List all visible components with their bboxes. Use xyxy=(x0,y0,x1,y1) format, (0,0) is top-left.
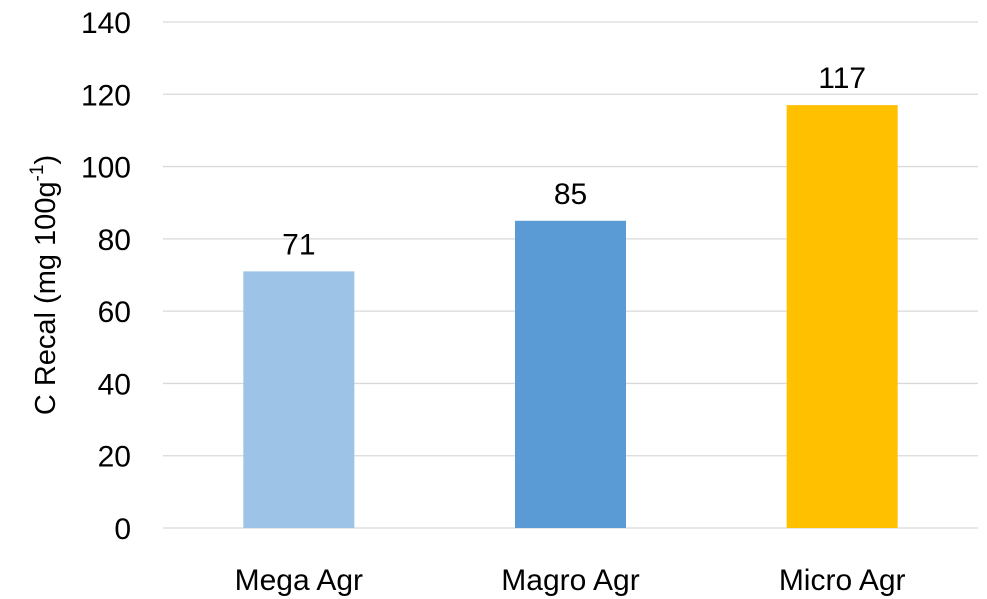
y-tick-label-0: 0 xyxy=(114,513,131,546)
data-label-micro-agr: 117 xyxy=(818,62,866,95)
y-tick-label-120: 120 xyxy=(81,79,131,112)
x-tick-label-micro-agr: Micro Agr xyxy=(779,564,906,597)
y-axis-title-main: C Recal (mg 100g xyxy=(30,181,62,415)
y-axis-title-superscript: -1 xyxy=(27,165,48,182)
bar-mega-agr xyxy=(243,271,355,528)
y-tick-label-60: 60 xyxy=(98,296,131,329)
x-tick-label-mega-agr: Mega Agr xyxy=(235,564,363,597)
y-tick-label-80: 80 xyxy=(98,224,131,257)
x-tick-label-magro-agr: Magro Agr xyxy=(501,564,639,597)
y-tick-label-40: 40 xyxy=(98,368,131,401)
data-labels: 71 85 117 xyxy=(282,62,866,261)
y-axis-title: C Recal (mg 100g-1) xyxy=(27,155,62,415)
x-axis-ticks: Mega Agr Magro Agr Micro Agr xyxy=(235,564,906,597)
bar-micro-agr xyxy=(786,105,898,528)
y-axis-ticks: 0 20 40 60 80 100 120 140 xyxy=(81,7,131,546)
y-tick-label-100: 100 xyxy=(81,152,131,185)
data-label-magro-agr: 85 xyxy=(554,178,587,211)
y-axis-title-close: ) xyxy=(30,155,62,165)
bar-magro-agr xyxy=(515,220,626,529)
data-label-mega-agr: 71 xyxy=(282,228,315,261)
y-tick-label-20: 20 xyxy=(98,441,131,474)
bars xyxy=(243,105,898,529)
y-tick-label-140: 140 xyxy=(81,7,131,40)
